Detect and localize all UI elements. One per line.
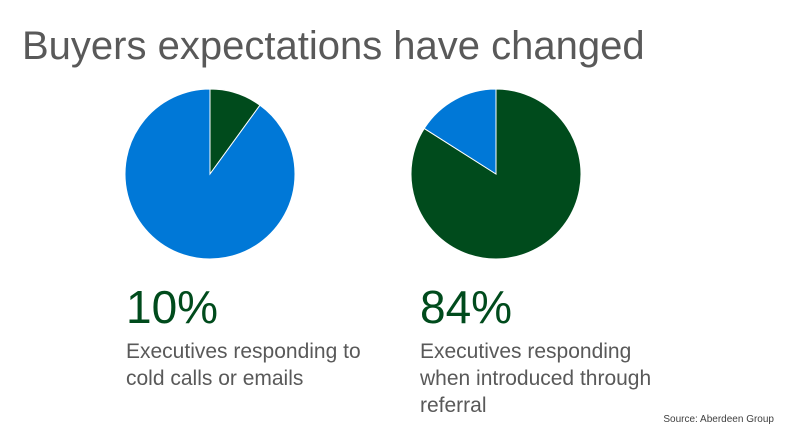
description-line: cold calls or emails <box>126 367 304 390</box>
description-cold-calls: Executives responding to cold calls or e… <box>126 338 426 392</box>
headline-percent-cold-calls: 10% <box>126 281 219 333</box>
pie-slice-1 <box>124 88 296 260</box>
pie-chart-referral <box>410 88 582 260</box>
description-referral: Executives responding when introduced th… <box>420 338 720 419</box>
pie-slice-1 <box>423 88 497 175</box>
description-line: Executives responding to <box>126 340 361 363</box>
description-line: when introduced through <box>420 367 652 390</box>
page-title: Buyers expectations have changed <box>22 24 645 68</box>
description-line: Executives responding <box>420 340 632 363</box>
description-line: referral <box>420 394 487 417</box>
pie-chart-cold-calls <box>124 88 296 260</box>
headline-percent-referral: 84% <box>420 281 513 333</box>
source-note: Source: Aberdeen Group <box>663 414 774 425</box>
